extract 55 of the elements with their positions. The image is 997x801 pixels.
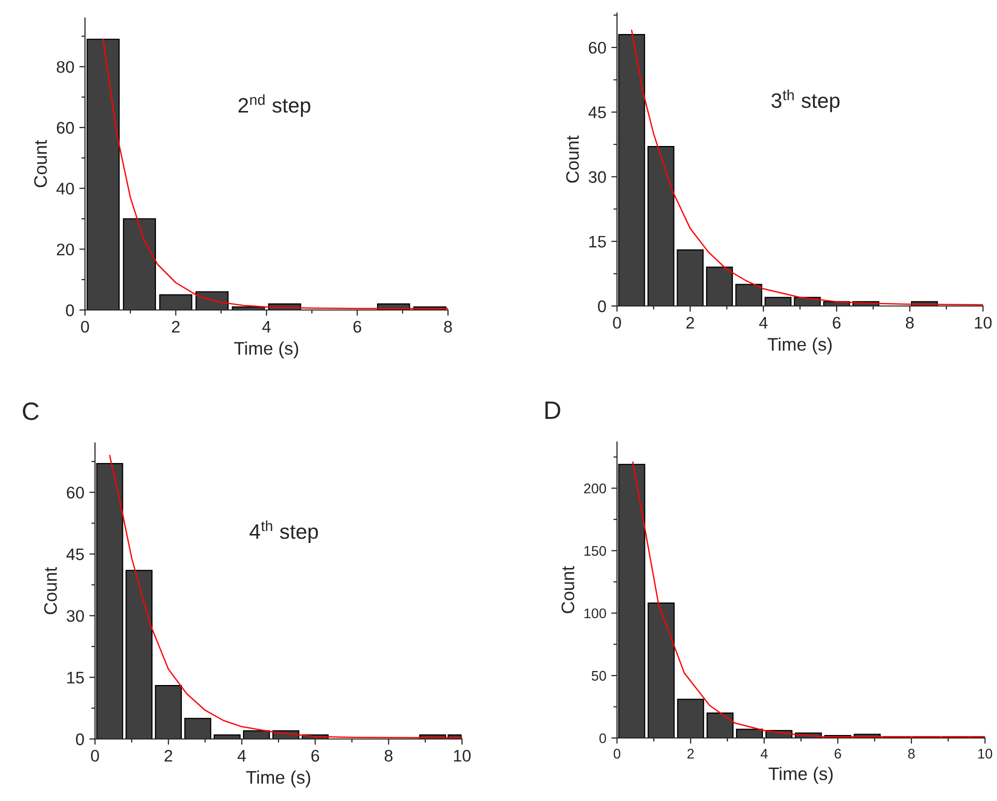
- y-tick-label: 50: [592, 670, 606, 681]
- x-tick-label: 10: [975, 316, 992, 329]
- y-tick-label: 80: [56, 61, 74, 73]
- y-tick-label: 100: [584, 608, 606, 618]
- y-tick-label: 45: [588, 106, 606, 118]
- y-axis-title: Count: [34, 140, 47, 188]
- x-tick-label: 0: [91, 750, 99, 762]
- x-tick-label: 8: [384, 750, 393, 762]
- y-tick-label: 0: [598, 300, 606, 312]
- x-tick-label: 6: [834, 748, 842, 759]
- x-tick-label: 8: [906, 316, 914, 329]
- x-tick-label: 6: [832, 316, 840, 329]
- chart-title: D: [545, 402, 560, 419]
- y-tick-label: 150: [584, 546, 606, 556]
- y-tick-label: 60: [66, 486, 84, 499]
- y-tick-label: 0: [76, 733, 84, 746]
- x-tick-label: 2: [172, 320, 180, 332]
- x-tick-label: 0: [614, 748, 620, 759]
- y-axis-title: Count: [44, 567, 57, 614]
- x-tick-label: 4: [262, 321, 271, 332]
- y-tick-label: 60: [56, 122, 74, 134]
- y-tick-label: 30: [588, 171, 606, 183]
- y-tick-label: 30: [66, 610, 84, 622]
- x-tick-label: 4: [759, 317, 768, 328]
- annotation: 3$^{th}$ step: [772, 90, 840, 112]
- y-tick-label: 20: [56, 244, 74, 256]
- y-tick-label: 200: [584, 484, 606, 494]
- x-tick-label: 8: [908, 748, 915, 759]
- x-tick-label: 2: [164, 750, 172, 762]
- x-axis-title: Time (s): [768, 766, 833, 784]
- chart-title: C: [22, 402, 39, 420]
- y-tick-label: 60: [588, 42, 606, 54]
- y-tick-label: 0: [66, 304, 74, 316]
- x-axis-title: Time (s): [246, 770, 310, 788]
- x-tick-label: 2: [686, 316, 694, 328]
- x-tick-label: 10: [978, 748, 992, 759]
- x-tick-label: 6: [353, 320, 362, 333]
- y-tick-label: 0: [599, 733, 606, 744]
- x-tick-label: 6: [311, 750, 320, 762]
- x-axis-title: Time (s): [234, 342, 298, 358]
- x-tick-label: 0: [613, 316, 621, 329]
- annotation: 2$^{nd}$ step: [238, 94, 310, 117]
- x-tick-label: 4: [238, 750, 246, 762]
- x-tick-label: 4: [760, 748, 768, 758]
- x-tick-label: 8: [444, 320, 452, 333]
- y-axis-title: Count: [562, 566, 574, 614]
- x-tick-label: 10: [454, 750, 471, 762]
- x-axis-title: Time (s): [768, 338, 832, 354]
- y-tick-label: 15: [589, 236, 606, 248]
- x-tick-label: 2: [687, 748, 694, 758]
- y-tick-label: 15: [67, 672, 84, 684]
- y-tick-label: 40: [56, 182, 74, 195]
- annotation: 4$^{th}$ step: [250, 520, 318, 544]
- y-axis-title: Count: [566, 136, 579, 183]
- y-tick-label: 45: [66, 548, 84, 560]
